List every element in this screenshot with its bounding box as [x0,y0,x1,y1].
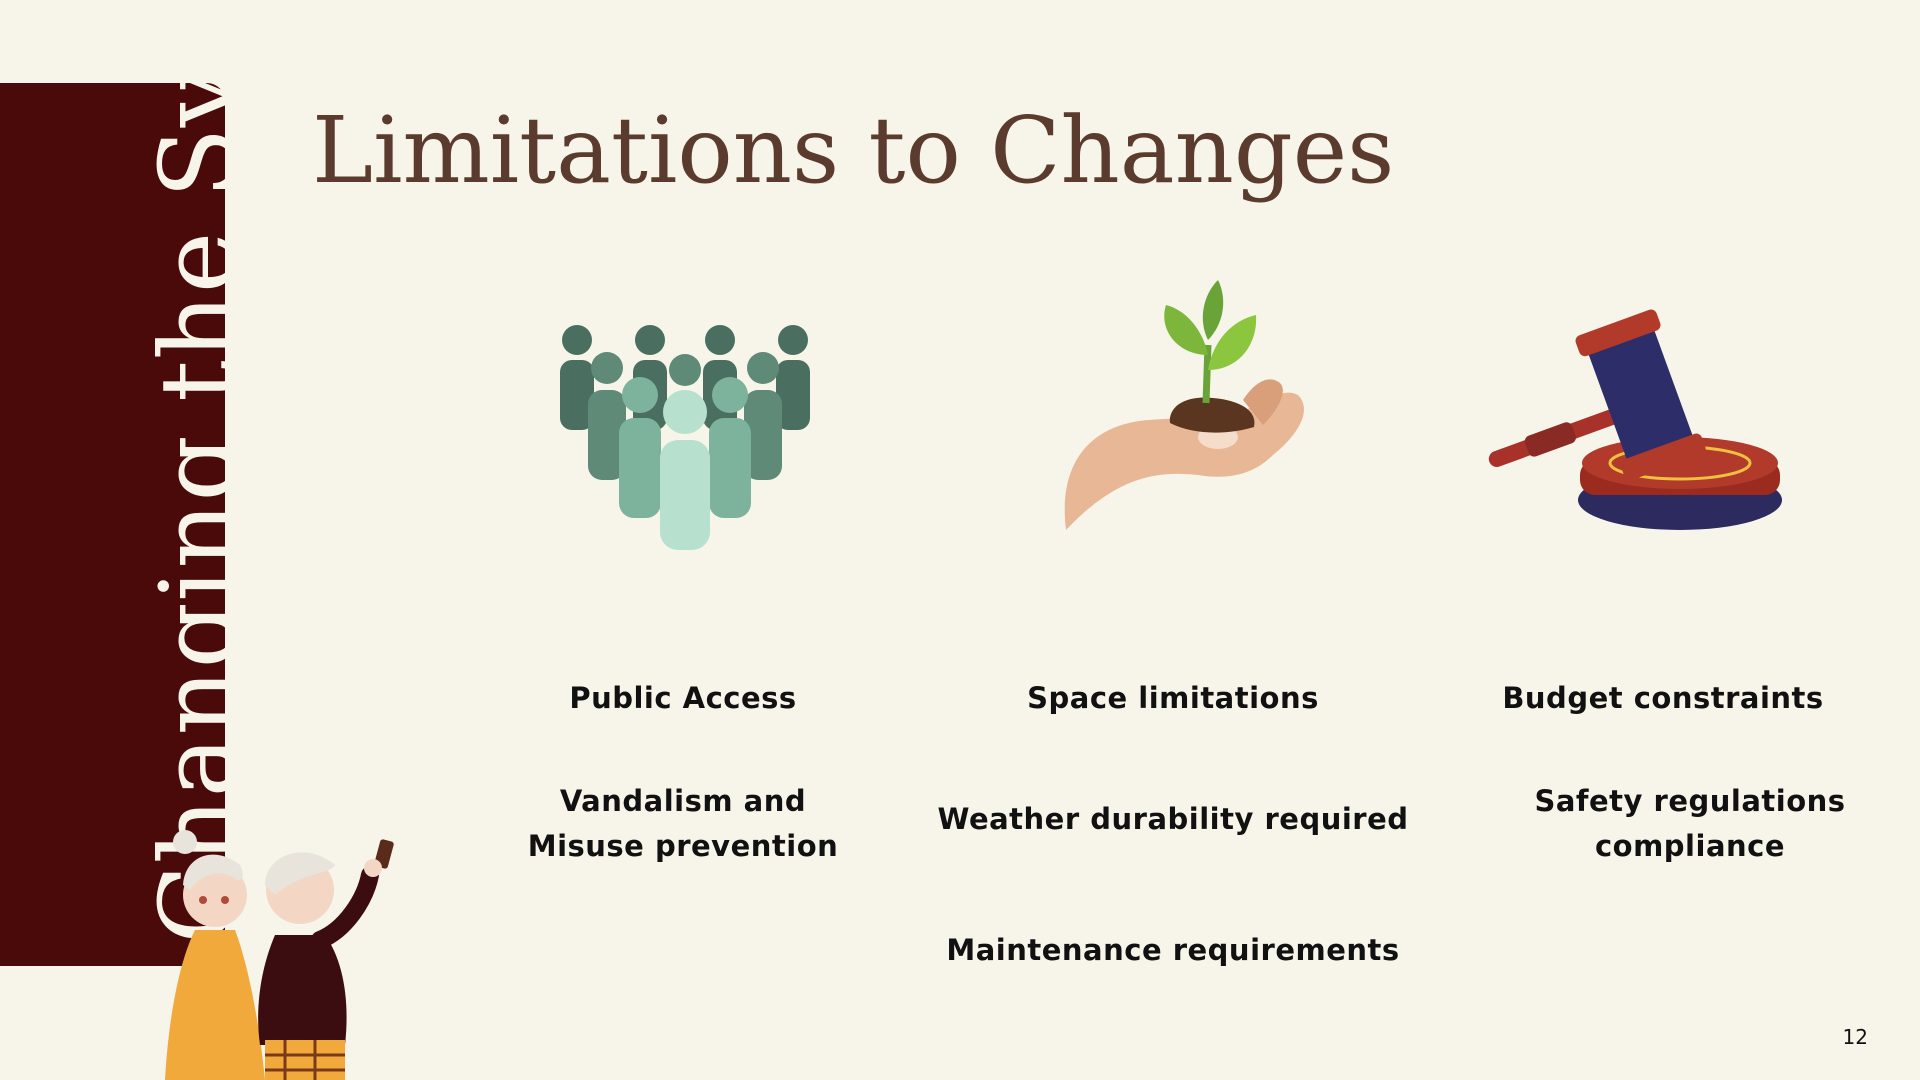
item-safety-regulations: Safety regulations compliance [1534,784,1846,863]
seedling-in-hand-icon [1064,280,1304,530]
column-heading-space-limitations: Space limitations [1027,681,1319,715]
gavel-icon [1488,309,1782,530]
sidebar-title: Changing the System [137,0,259,944]
crowd-icon [560,325,810,550]
elderly-couple-illustration [165,830,394,1080]
item-vandalism-prevention: Vandalism and Misuse prevention [527,784,839,863]
column-heading-public-access: Public Access [569,681,797,715]
item-maintenance-requirements: Maintenance requirements [946,933,1400,967]
item-weather-durability: Weather durability required [937,802,1409,836]
page-number: 12 [1842,1025,1868,1049]
sidebar-panel [0,83,225,966]
column-heading-budget-constraints: Budget constraints [1502,681,1824,715]
page-title: Limitations to Changes [312,97,1395,204]
